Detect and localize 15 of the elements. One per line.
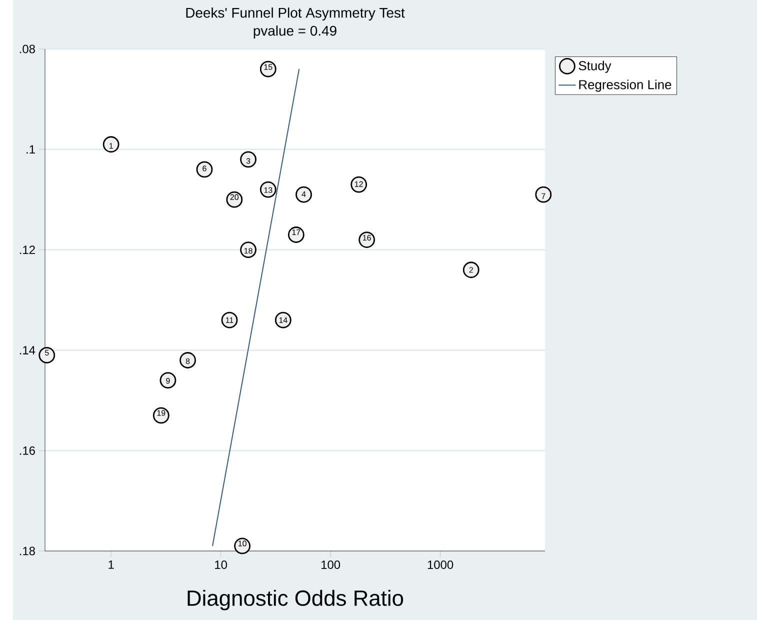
y-tick-label: .16 — [20, 446, 35, 455]
legend-label: Regression Line — [579, 80, 672, 92]
y-tick-label: .08 — [20, 44, 35, 54]
chart-title: Deeks' Funnel Plot Asymmetry Test — [186, 7, 405, 20]
y-tick-label: .14 — [20, 346, 36, 354]
x-tick-label: 100 — [321, 560, 340, 569]
y-tick-label: .12 — [20, 246, 35, 254]
x-tick-label: 10 — [215, 560, 227, 569]
chart-subtitle: pvalue = 0.49 — [254, 25, 336, 38]
x-tick-label: 1 — [108, 560, 114, 569]
x-axis-title: Diagnostic Odds Ratio — [188, 590, 404, 610]
legend-label: Study — [578, 60, 612, 73]
y-tick-label: .1 — [26, 145, 35, 154]
y-tick-label: .18 — [20, 546, 35, 556]
x-tick-label: 1000 — [428, 560, 454, 569]
